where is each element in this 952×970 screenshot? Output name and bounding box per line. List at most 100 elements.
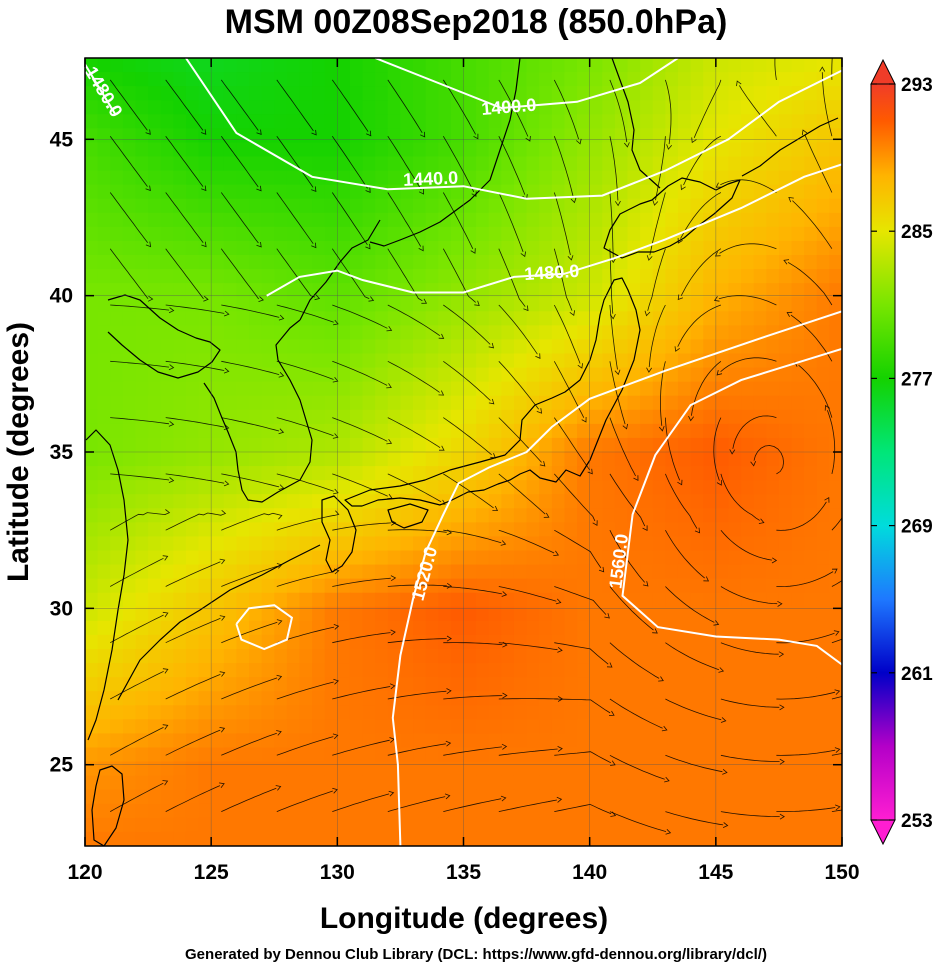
field-cell	[778, 620, 793, 636]
field-cell	[261, 550, 275, 566]
field-cell	[261, 72, 275, 87]
field-cell	[728, 677, 742, 692]
streamline	[648, 304, 666, 368]
field-cell	[173, 452, 187, 467]
field-cell	[450, 663, 465, 678]
field-cell	[791, 367, 805, 383]
field-cell	[85, 592, 99, 608]
field-cell	[728, 803, 742, 819]
streamline	[332, 632, 391, 644]
field-cell	[728, 212, 742, 228]
field-cell	[778, 466, 793, 481]
field-cell	[564, 437, 578, 453]
field-cell	[778, 114, 793, 129]
field-cell	[614, 367, 629, 383]
field-cell	[488, 649, 502, 664]
field-cell	[236, 550, 250, 566]
field-cell	[286, 423, 301, 439]
field-cell	[513, 494, 528, 509]
field-cell	[438, 58, 452, 73]
field-cell	[450, 522, 465, 538]
field-cell	[425, 592, 439, 608]
field-cell	[665, 367, 679, 383]
streamline-arrowhead	[276, 563, 283, 569]
streamline-arrowhead	[474, 300, 480, 306]
field-cell	[564, 156, 578, 172]
field-cell	[766, 522, 780, 538]
field-cell	[804, 198, 818, 214]
field-cell	[551, 128, 566, 144]
field-cell	[526, 578, 540, 594]
field-cell	[110, 339, 124, 355]
field-cell	[312, 311, 326, 326]
field-cell	[816, 550, 830, 566]
field-cell	[286, 775, 301, 791]
streamline-arrowhead	[276, 513, 283, 520]
field-cell	[349, 466, 364, 481]
field-cell	[488, 789, 502, 805]
field-cell	[463, 606, 477, 622]
field-cell	[589, 212, 603, 228]
field-cell	[261, 269, 275, 284]
field-cell	[640, 58, 654, 73]
field-cell	[450, 198, 465, 214]
field-cell	[211, 634, 225, 650]
field-cell	[589, 817, 603, 833]
field-cell	[223, 72, 237, 87]
streamline-arrowhead	[713, 620, 720, 626]
field-cell	[450, 578, 465, 594]
field-cell	[741, 789, 755, 805]
field-cell	[110, 353, 124, 369]
streamline	[110, 614, 164, 644]
field-cell	[362, 381, 376, 397]
field-cell	[249, 663, 263, 678]
field-cell	[337, 761, 351, 777]
streamline-arrowhead	[614, 200, 621, 207]
field-cell	[816, 522, 830, 538]
streamline	[331, 79, 369, 132]
field-cell	[274, 649, 288, 664]
streamline-arrowhead	[543, 512, 550, 518]
field-cell	[690, 775, 704, 791]
field-cell	[741, 58, 755, 73]
field-cell	[122, 620, 137, 636]
streamline-arrowhead	[332, 433, 339, 439]
field-cell	[211, 423, 225, 439]
field-cell	[122, 480, 137, 495]
streamline	[655, 136, 666, 201]
field-cell	[160, 817, 174, 833]
field-cell	[463, 649, 477, 664]
field-cell	[349, 677, 364, 692]
field-cell	[577, 142, 591, 158]
field-cell	[589, 466, 603, 481]
field-cell	[160, 789, 174, 805]
field-cell	[778, 423, 793, 439]
field-cell	[652, 283, 666, 298]
field-cell	[349, 58, 364, 73]
field-cell	[160, 564, 174, 580]
field-cell	[513, 747, 528, 763]
streamline-arrowhead	[539, 461, 546, 467]
field-cell	[804, 297, 818, 312]
field-cell	[715, 297, 730, 312]
field-cell	[677, 494, 692, 509]
field-cell	[513, 536, 528, 552]
field-cell	[513, 831, 528, 846]
field-cell	[463, 522, 477, 538]
field-cell	[690, 691, 704, 706]
field-cell	[791, 508, 805, 523]
field-cell	[173, 480, 187, 495]
field-cell	[564, 817, 578, 833]
field-cell	[488, 128, 502, 144]
field-cell	[816, 353, 830, 369]
field-cell	[261, 649, 275, 664]
field-cell	[173, 198, 187, 214]
field-cell	[652, 550, 666, 566]
field-cell	[97, 114, 111, 129]
field-cell	[539, 733, 553, 749]
field-cell	[425, 564, 439, 580]
field-cell	[148, 480, 162, 495]
streamline-arrowhead	[278, 484, 285, 490]
streamline	[609, 586, 654, 631]
field-cell	[299, 831, 313, 846]
